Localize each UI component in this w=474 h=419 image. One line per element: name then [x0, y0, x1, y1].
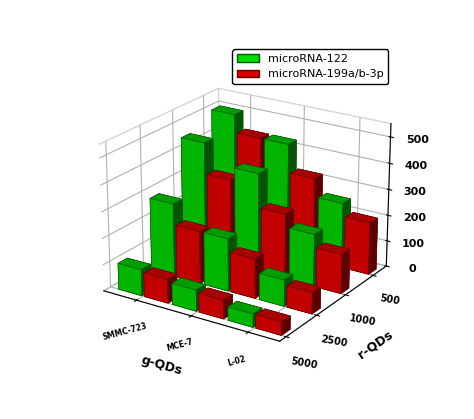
Legend: microRNA-122, microRNA-199a/b-3p: microRNA-122, microRNA-199a/b-3p: [232, 49, 388, 84]
X-axis label: g-QDs: g-QDs: [140, 354, 184, 378]
Y-axis label: r-QDs: r-QDs: [356, 328, 396, 362]
